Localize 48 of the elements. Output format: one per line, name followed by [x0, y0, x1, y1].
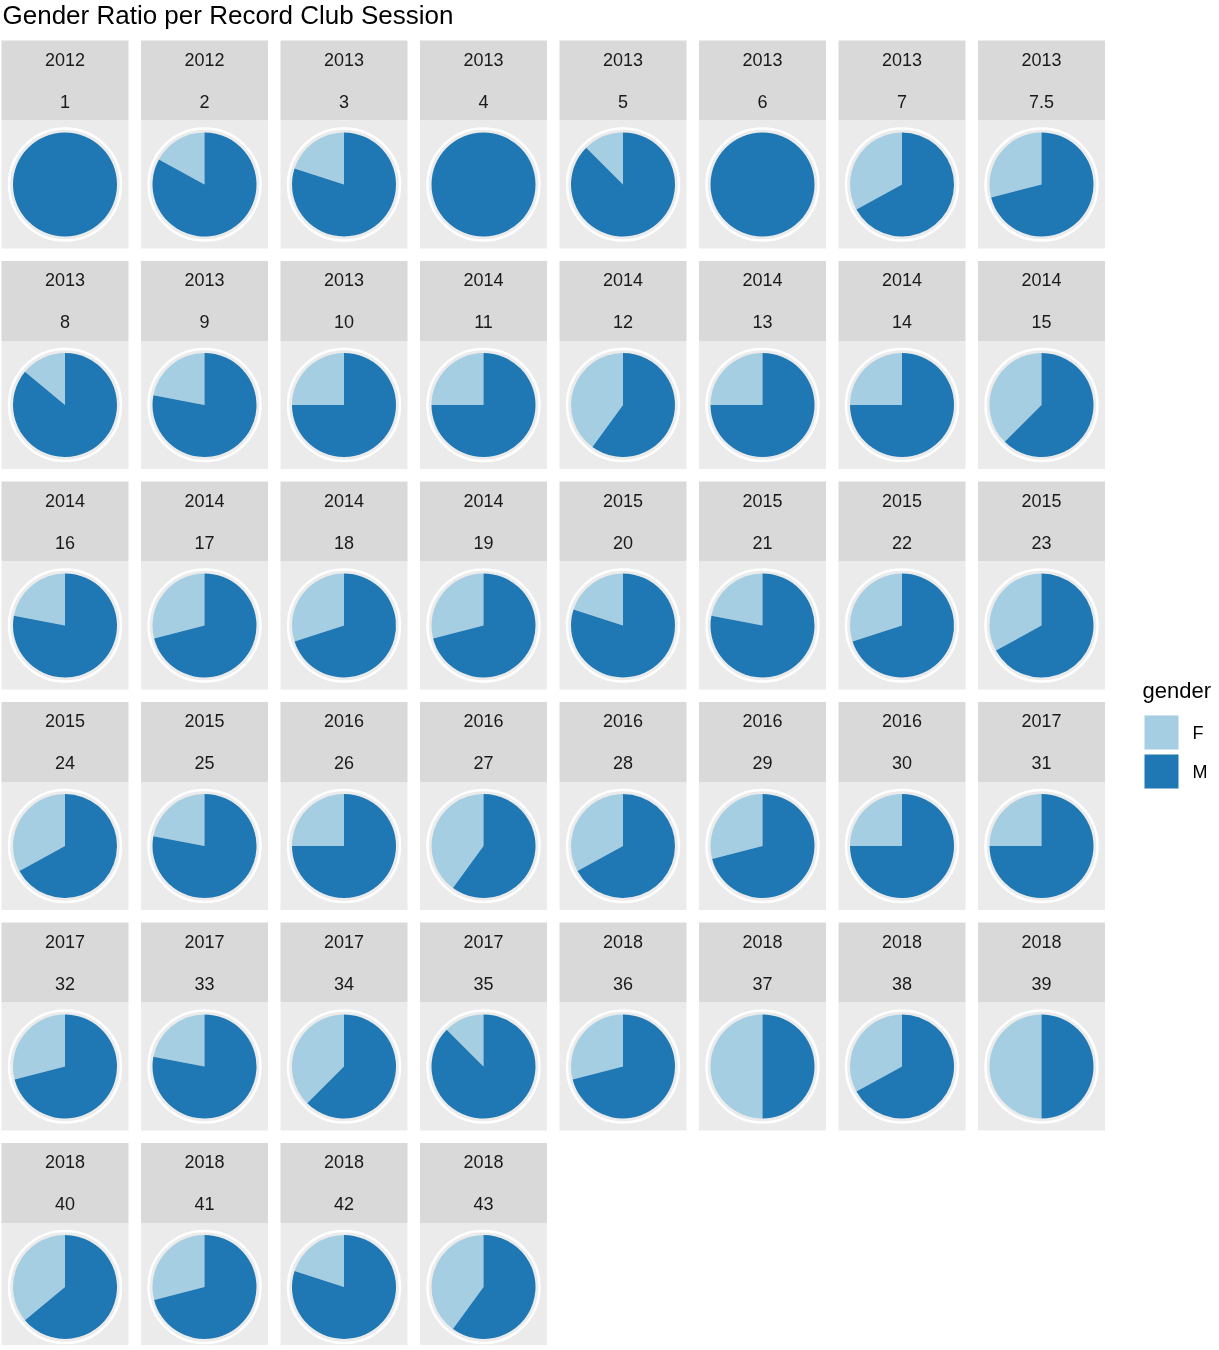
text: 2017 32: [44, 931, 86, 994]
text: 2015 23: [1021, 490, 1062, 553]
legend-label: F: [1192, 722, 1204, 743]
text: 2014 13: [742, 270, 783, 332]
text: 2015 25: [184, 711, 225, 773]
text: 2017 34: [323, 931, 365, 994]
text: 2017 31: [1021, 711, 1062, 773]
text: 2014 11: [463, 270, 504, 332]
text: 2015 24: [44, 711, 86, 773]
text: 2018 36: [602, 931, 644, 994]
text: 2012 1: [44, 49, 86, 112]
text: 2016 30: [881, 711, 923, 773]
text: 2014 16: [44, 490, 86, 553]
text: 2016 29: [742, 711, 783, 773]
text: 2017 33: [184, 931, 225, 994]
text: 2017 35: [463, 931, 504, 994]
text: 2018 39: [1021, 931, 1062, 994]
text: 2018 41: [184, 1152, 225, 1214]
chart-title: Gender Ratio per Record Club Session: [2, 0, 454, 30]
text: 2014 14: [881, 270, 923, 332]
text: 2018 38: [881, 931, 923, 994]
text: 2015 22: [881, 490, 923, 553]
text: 2016 28: [602, 711, 644, 773]
text: 2018 40: [44, 1152, 86, 1214]
text: 2018 43: [463, 1152, 504, 1214]
text: 2014 12: [602, 270, 644, 332]
legend-title: gender: [1142, 678, 1212, 703]
text: 2015 21: [742, 490, 783, 553]
text: 2016 26: [323, 711, 365, 773]
text: 2016 27: [463, 711, 504, 773]
text: 2013 5: [602, 49, 644, 112]
text: 2014 18: [323, 490, 365, 553]
text: 2015 20: [602, 490, 644, 553]
text: 2013 7: [881, 49, 923, 112]
text: 2013 10: [323, 270, 365, 332]
text: 2014 15: [1021, 270, 1062, 332]
text: 2018 42: [323, 1152, 365, 1214]
text: 2018 37: [742, 931, 783, 994]
text: 2014 17: [184, 490, 225, 553]
text: 2014 19: [463, 490, 504, 553]
text: 2013 4: [463, 49, 504, 112]
text: 2013 6: [742, 49, 783, 112]
text: 2013 9: [184, 270, 225, 332]
text: 2013 8: [44, 270, 86, 332]
text: 2013 7.5: [1021, 49, 1062, 112]
text: 2012 2: [184, 49, 225, 112]
legend-label: M: [1192, 761, 1208, 782]
text: 2013 3: [323, 49, 365, 112]
